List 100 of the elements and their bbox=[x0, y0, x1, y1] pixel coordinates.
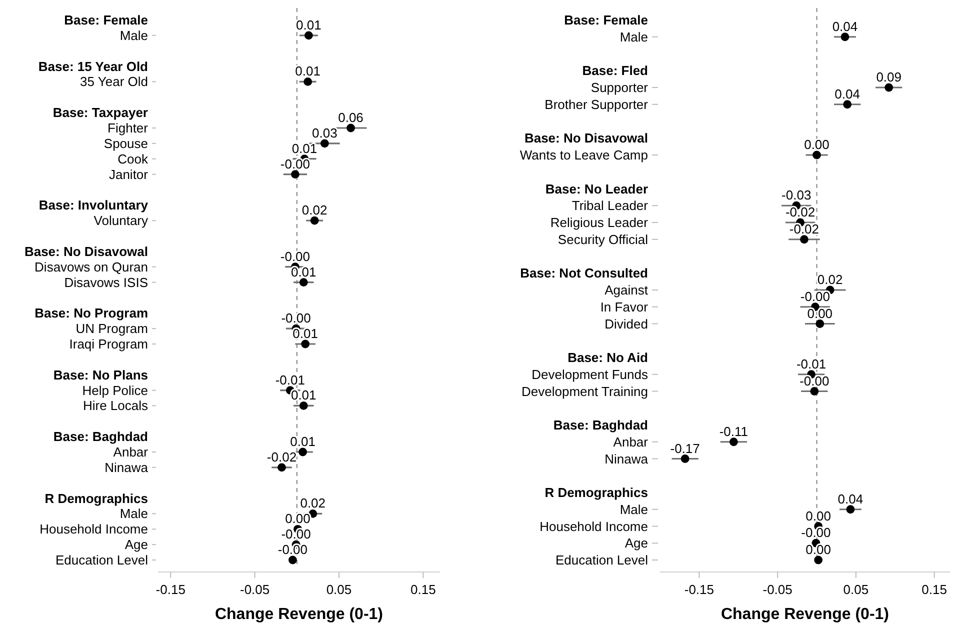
y-tick-label: Base: Female bbox=[564, 12, 648, 28]
y-tick-label: Education Level bbox=[55, 552, 148, 568]
y-tick-label: Development Funds bbox=[532, 366, 648, 382]
y-tick-label: Base: Taxpayer bbox=[52, 105, 148, 120]
data-label: -0.11 bbox=[719, 424, 748, 439]
y-tick-label: Age bbox=[124, 537, 148, 552]
data-label: 0.00 bbox=[804, 137, 830, 152]
point bbox=[810, 387, 819, 396]
data-label: -0.02 bbox=[789, 221, 820, 236]
y-tick-label: Male bbox=[120, 28, 148, 43]
y-tick-label: Religious Leader bbox=[550, 215, 649, 230]
data-label: 0.01 bbox=[292, 140, 318, 156]
data-label: 0.01 bbox=[296, 17, 322, 32]
y-tick-label: Male bbox=[620, 29, 648, 44]
data-label: 0.03 bbox=[312, 125, 338, 140]
y-tick-label: R Demographics bbox=[44, 490, 148, 506]
data-label: 0.01 bbox=[290, 434, 316, 449]
y-tick-label: Education Level bbox=[555, 552, 648, 568]
y-tick-label: Ninawa bbox=[604, 451, 649, 466]
data-label: 0.00 bbox=[806, 508, 831, 524]
y-tick-label: 35 Year Old bbox=[80, 74, 148, 90]
data-label: -0.01 bbox=[275, 372, 305, 388]
data-label: -0.00 bbox=[281, 526, 311, 542]
point bbox=[812, 150, 821, 160]
data-label: 0.00 bbox=[807, 306, 833, 321]
y-tick-label: Iraqi Program bbox=[69, 336, 148, 352]
data-label: -0.00 bbox=[801, 525, 831, 540]
data-label: 0.04 bbox=[834, 86, 860, 102]
y-tick-label: Base: No Aid bbox=[568, 350, 648, 365]
point bbox=[814, 556, 823, 564]
point bbox=[816, 320, 824, 328]
data-label: -0.02 bbox=[266, 449, 297, 464]
y-tick-label: Base: Female bbox=[64, 12, 148, 28]
point bbox=[278, 463, 286, 472]
data-label: 0.09 bbox=[876, 70, 902, 84]
x-tick-label: -0.15 bbox=[684, 582, 714, 597]
y-tick-label: Base: Not Consulted bbox=[520, 266, 648, 281]
x-tick-label: -0.05 bbox=[240, 582, 270, 597]
point bbox=[846, 505, 855, 514]
y-tick-label: Development Training bbox=[522, 384, 648, 399]
point bbox=[304, 31, 313, 40]
y-tick-label: Base: No Plans bbox=[53, 367, 148, 382]
point bbox=[304, 78, 312, 86]
y-tick-label: Base: No Program bbox=[34, 306, 148, 321]
y-tick-label: Base: No Disavowal bbox=[24, 244, 148, 259]
y-tick-label: Cook bbox=[118, 151, 148, 166]
y-tick-label: Household Income bbox=[40, 522, 148, 537]
y-tick-label: UN Program bbox=[76, 321, 148, 336]
y-tick-label: Divided bbox=[604, 316, 648, 332]
y-tick-label: Brother Supporter bbox=[544, 96, 649, 112]
point bbox=[288, 556, 297, 564]
data-label: 0.02 bbox=[300, 496, 326, 511]
y-tick-label: Ninawa bbox=[104, 460, 149, 475]
point bbox=[843, 100, 852, 109]
point bbox=[299, 278, 308, 286]
point bbox=[800, 235, 808, 244]
y-tick-label: In Favor bbox=[600, 299, 649, 314]
data-label: -0.00 bbox=[281, 310, 311, 326]
point bbox=[729, 438, 738, 446]
point bbox=[298, 448, 307, 456]
data-label: 0.02 bbox=[302, 202, 328, 218]
y-tick-label: Fighter bbox=[108, 120, 149, 136]
x-axis-title: Change Revenge (0-1) bbox=[720, 606, 890, 623]
x-tick-label: 0.05 bbox=[843, 582, 869, 597]
y-tick-label: Base: Involuntary bbox=[38, 198, 149, 213]
y-tick-label: Voluntary bbox=[94, 213, 148, 228]
data-label: -0.01 bbox=[796, 356, 826, 372]
y-tick-label: Hire Locals bbox=[82, 398, 148, 414]
data-label: -0.00 bbox=[280, 156, 310, 172]
x-tick-label: 0.05 bbox=[326, 582, 352, 597]
data-label: 0.06 bbox=[338, 110, 364, 125]
y-tick-label: Male bbox=[120, 506, 148, 522]
y-tick-label: Help Police bbox=[82, 382, 148, 398]
y-tick-label: R Demographics bbox=[544, 485, 648, 500]
data-label: 0.01 bbox=[295, 64, 320, 79]
data-label: 0.01 bbox=[290, 388, 316, 403]
data-label: -0.00 bbox=[280, 248, 310, 264]
data-label: -0.03 bbox=[782, 188, 812, 203]
y-tick-label: Anbar bbox=[613, 434, 649, 450]
data-label: -0.00 bbox=[800, 288, 830, 304]
y-tick-label: Base: 15 Year Old bbox=[38, 58, 148, 74]
y-tick-label: Tribal Leader bbox=[572, 198, 649, 214]
data-label: 0.04 bbox=[838, 491, 864, 506]
y-tick-label: Household Income bbox=[540, 518, 648, 534]
data-label: -0.17 bbox=[670, 440, 700, 456]
data-label: -0.00 bbox=[800, 373, 830, 388]
y-tick-label: Age bbox=[624, 536, 648, 551]
point bbox=[884, 83, 894, 92]
point bbox=[680, 454, 690, 463]
x-tick-label: -0.05 bbox=[762, 582, 792, 597]
point bbox=[320, 139, 329, 148]
y-tick-label: Base: No Disavowal bbox=[524, 130, 648, 146]
point bbox=[299, 402, 308, 410]
point bbox=[291, 170, 300, 178]
point bbox=[346, 124, 355, 132]
data-label: -0.02 bbox=[785, 204, 816, 220]
x-tick-label: -0.15 bbox=[156, 582, 186, 597]
y-tick-label: Base: Baghdad bbox=[553, 418, 648, 432]
y-tick-label: Janitor bbox=[108, 166, 149, 182]
y-tick-label: Disavows ISIS bbox=[64, 274, 148, 290]
